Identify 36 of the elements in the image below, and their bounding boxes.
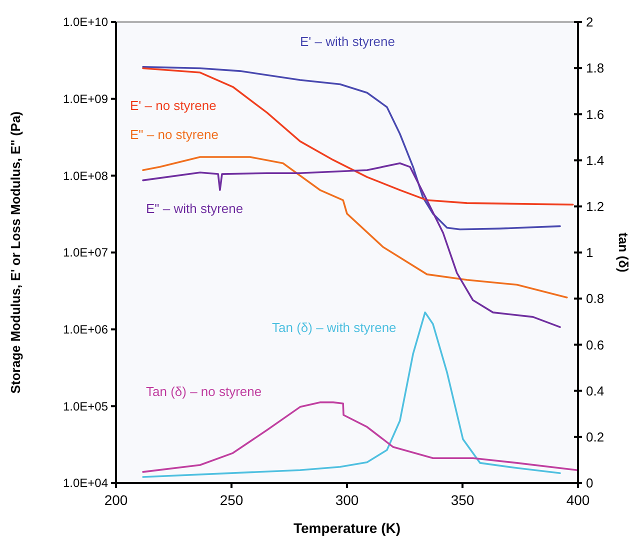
x-tick-label: 250 xyxy=(220,492,244,508)
x-tick-label: 350 xyxy=(450,492,474,508)
x-tick-label: 300 xyxy=(335,492,359,508)
y-tick-label: 1.0E+10 xyxy=(62,15,108,30)
x-tick-label: 200 xyxy=(104,492,128,508)
y2-tick-label: 0.4 xyxy=(586,383,604,398)
y-tick-label: 1.0E+05 xyxy=(62,399,108,414)
series-label: E' – no styrene xyxy=(130,98,216,113)
line-series xyxy=(142,66,561,230)
y2-tick-label: 0.6 xyxy=(586,337,604,352)
y2-axis-title: tan (δ) xyxy=(616,232,631,272)
text: E' – with styrene xyxy=(300,34,395,49)
y-tick-label: 1.0E+09 xyxy=(62,92,108,106)
line-series xyxy=(142,401,578,473)
series-label: Tan (δ) – with styrene xyxy=(272,320,396,335)
y2-tick-label: 0.8 xyxy=(586,291,604,306)
y2-tick-label: 0 xyxy=(586,476,594,491)
y-tick-label: 1.0E+08 xyxy=(62,168,108,183)
y-axis-title: Storage Modulus, E' or Loss Modulus, E" (Pa) xyxy=(8,111,23,394)
x-axis-title: Temperature (K) xyxy=(293,520,401,536)
line-series xyxy=(142,156,568,298)
text: Tan (δ) – no styrene xyxy=(146,384,262,399)
y2-tick-label: 1.6 xyxy=(586,106,604,122)
line-series xyxy=(142,312,561,478)
y-tick-label: 1.0E+07 xyxy=(62,246,108,260)
series-label: E" – no styrene xyxy=(130,127,218,142)
y2-tick-label: 0.2 xyxy=(586,429,604,444)
y2-tick-label: 1.4 xyxy=(586,152,604,168)
y-tick-label: 1.0E+06 xyxy=(62,322,108,337)
series-label: E" – with styrene xyxy=(146,201,244,216)
y-tick-label: 1.0E+04 xyxy=(62,476,108,490)
x-tick-label: 400 xyxy=(566,492,590,508)
y2-tick-label: 1.8 xyxy=(586,60,604,76)
y2-tick-label: 1 xyxy=(586,245,594,260)
y2-tick-label: 1.2 xyxy=(586,198,604,214)
y2-tick-label: 2 xyxy=(586,14,594,30)
